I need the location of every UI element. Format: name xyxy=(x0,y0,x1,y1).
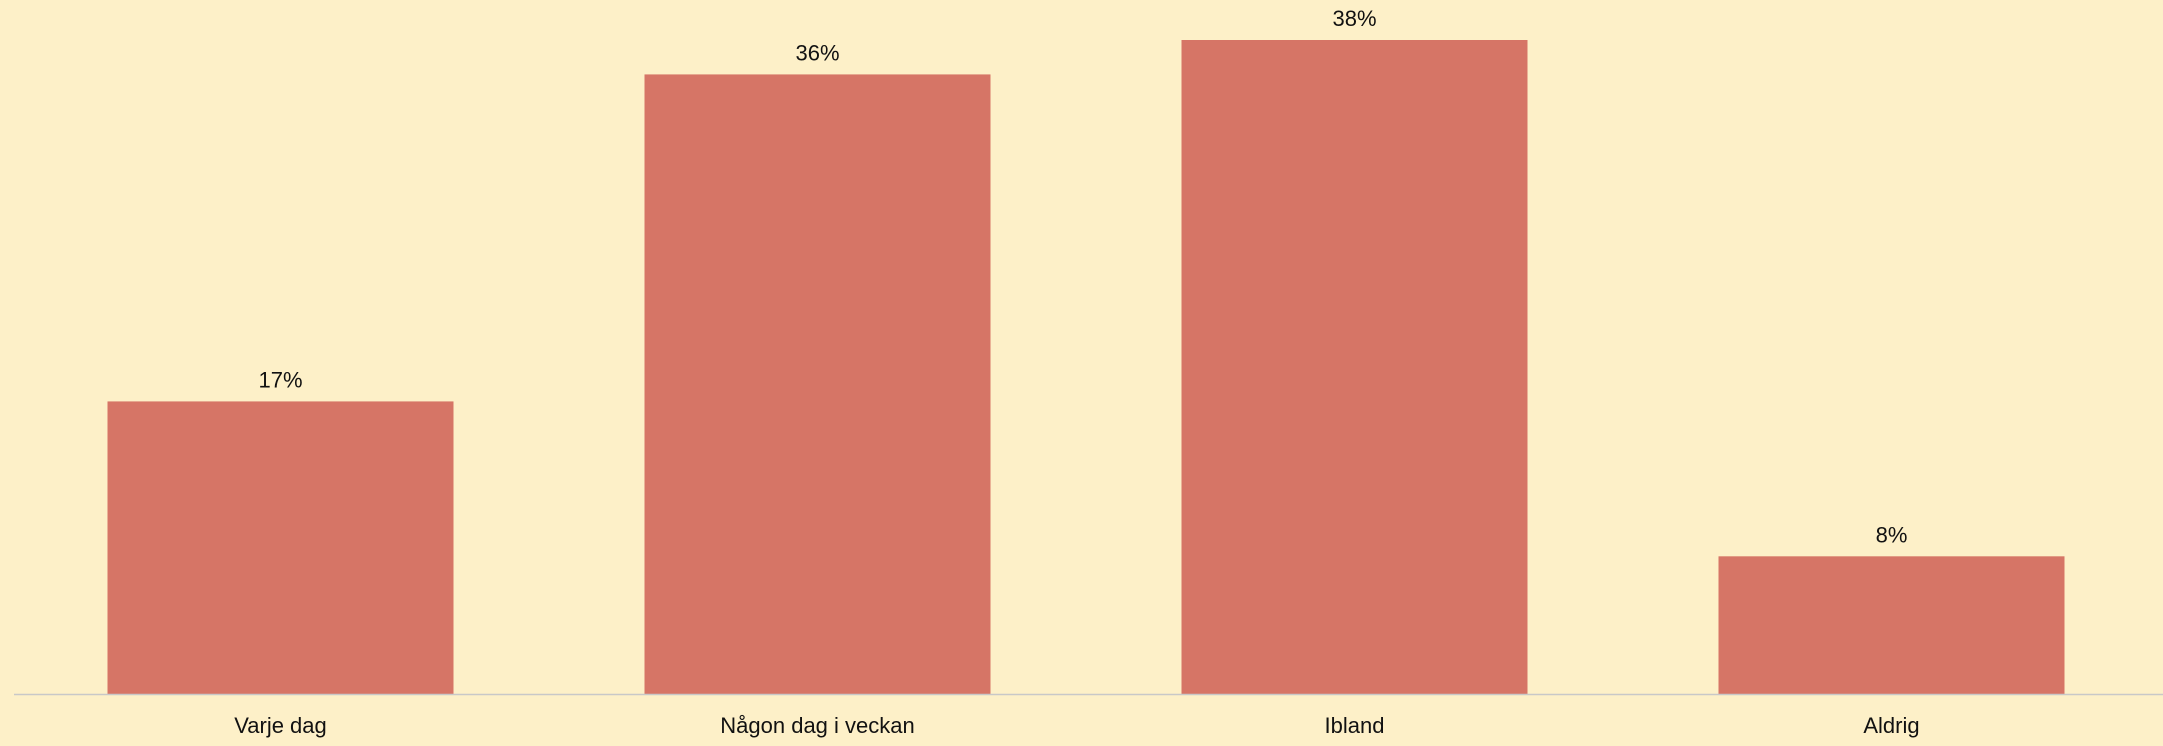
data-label-2: 38% xyxy=(1332,6,1376,31)
x-tick-labels-layer: Varje dag Någon dag i veckan Ibland Aldrig xyxy=(234,713,1919,738)
bar-1 xyxy=(644,74,991,695)
bars-layer xyxy=(107,40,2065,695)
x-tick-label-2: Ibland xyxy=(1325,713,1385,738)
x-tick-label-0: Varje dag xyxy=(234,713,327,738)
data-label-1: 36% xyxy=(795,40,839,65)
bar-0 xyxy=(107,401,454,694)
x-tick-label-3: Aldrig xyxy=(1863,713,1919,738)
data-labels-layer: 17% 36% 38% 8% xyxy=(258,6,1907,547)
bar-3 xyxy=(1718,556,2065,694)
bar-2 xyxy=(1181,40,1528,694)
data-label-0: 17% xyxy=(258,367,302,392)
x-tick-label-1: Någon dag i veckan xyxy=(720,713,914,738)
data-label-3: 8% xyxy=(1876,522,1908,547)
